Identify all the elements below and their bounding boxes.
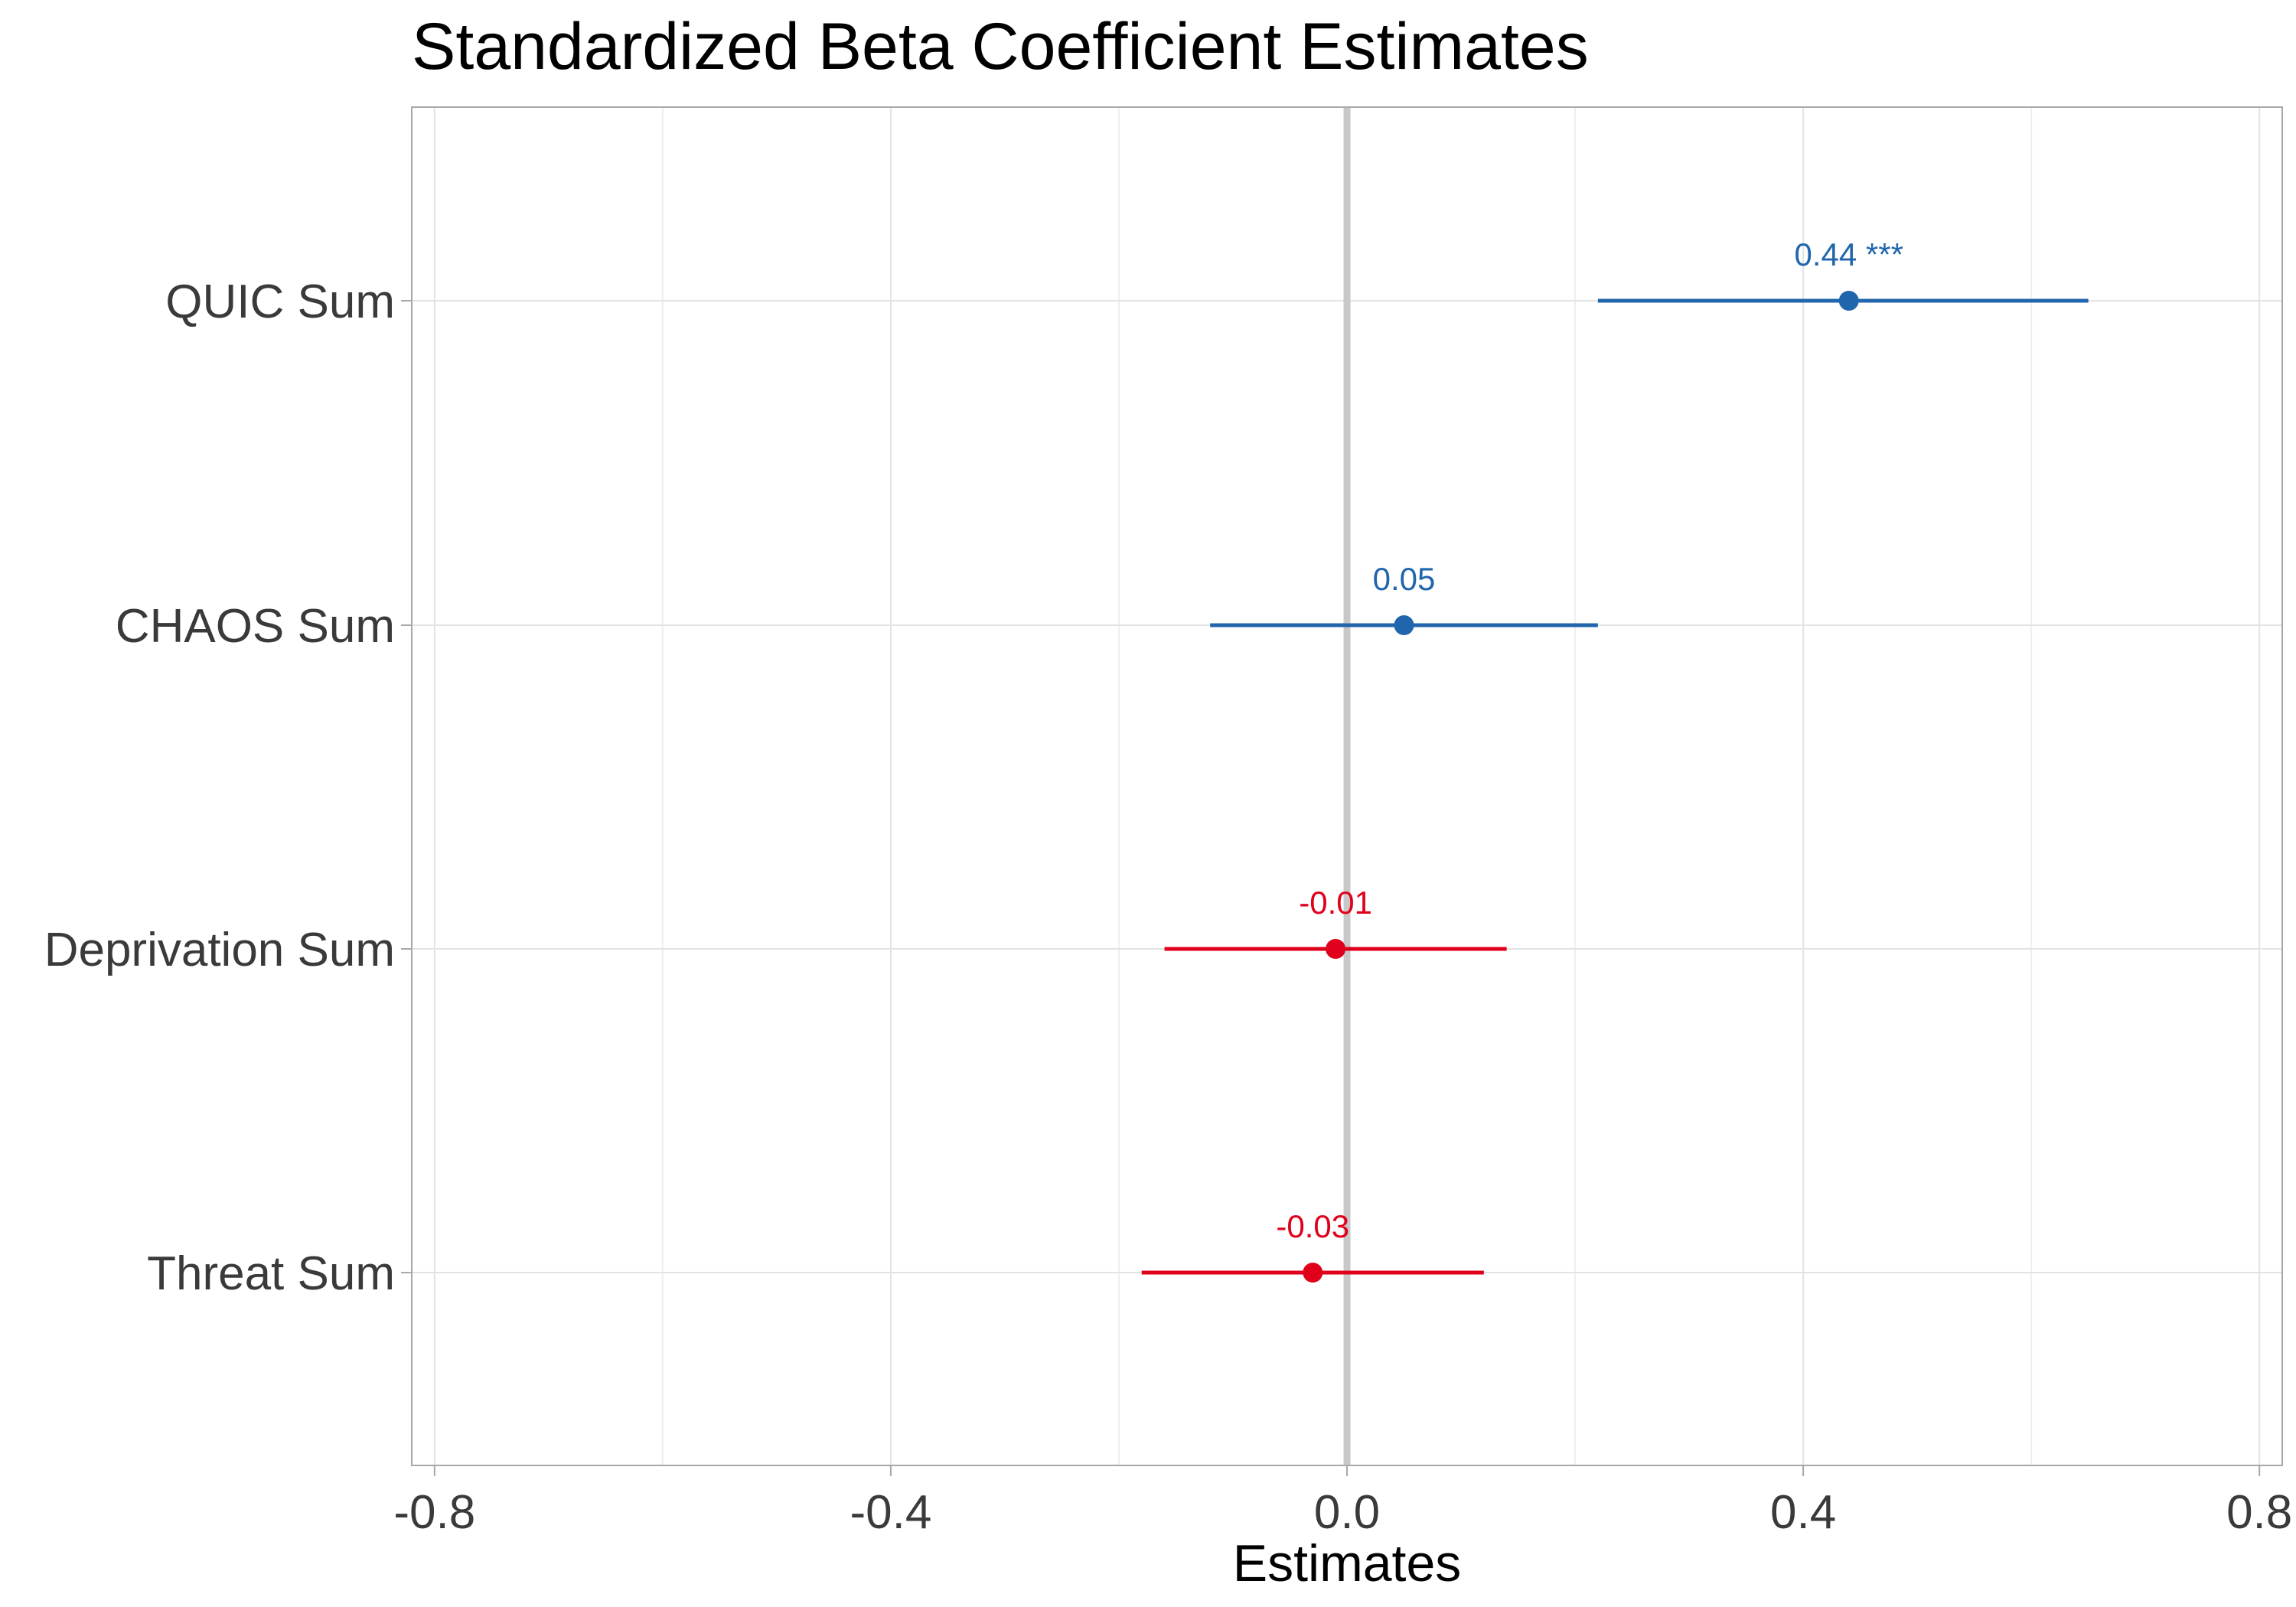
x-tick-label: 0.8 xyxy=(2226,1486,2292,1539)
x-tick-label: -0.4 xyxy=(850,1486,931,1539)
estimate-point xyxy=(1303,1263,1323,1283)
x-tick-label: 0.0 xyxy=(1314,1486,1380,1539)
estimate-point xyxy=(1394,615,1414,635)
y-axis-ticks: QUIC Sum CHAOS Sum Deprivation Sum Threat S… xyxy=(44,275,412,1300)
estimate-label: 0.05 xyxy=(1373,561,1436,597)
estimate-label: -0.03 xyxy=(1276,1208,1349,1244)
x-tick-label: -0.8 xyxy=(393,1486,475,1539)
x-axis-label: Estimates xyxy=(1233,1534,1462,1592)
estimate-label: 0.44 *** xyxy=(1794,236,1903,272)
estimate-point xyxy=(1838,291,1859,311)
y-tick-label: Threat Sum xyxy=(147,1247,395,1300)
estimate-point xyxy=(1326,939,1346,959)
estimate-label: -0.01 xyxy=(1299,885,1372,921)
chart-title: Standardized Beta Coefficient Estimates xyxy=(412,10,1589,83)
x-tick-label: 0.4 xyxy=(1770,1486,1836,1539)
y-tick-label: Deprivation Sum xyxy=(44,924,395,976)
y-tick-label: CHAOS Sum xyxy=(116,600,395,653)
y-tick-label: QUIC Sum xyxy=(165,275,395,328)
x-axis-ticks: -0.8 -0.4 0.0 0.4 0.8 xyxy=(393,1465,2292,1539)
estimate-marks: 0.44 *** 0.05 -0.01 -0.03 xyxy=(1141,236,2089,1283)
